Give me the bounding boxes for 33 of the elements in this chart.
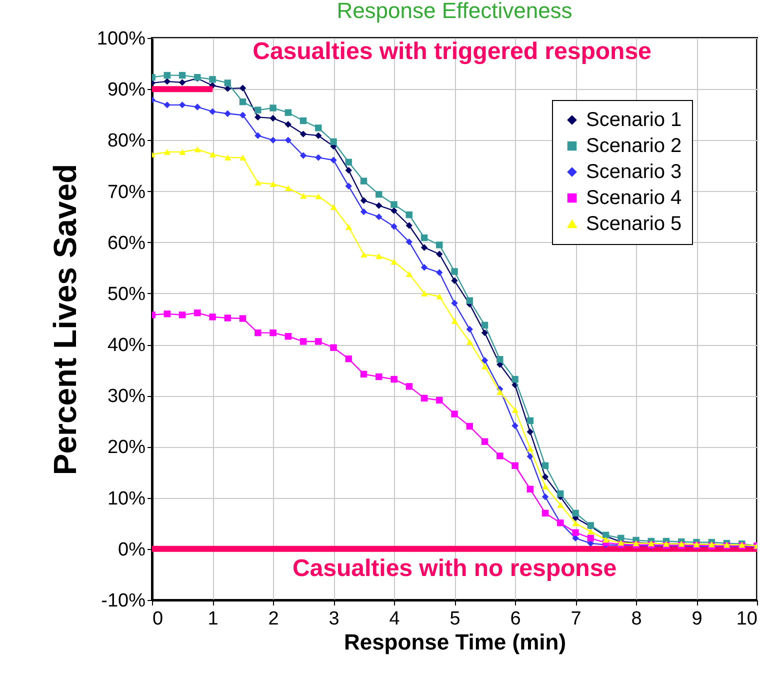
x-tick-label: 9 [692,608,702,630]
x-tick-label: 3 [328,608,340,630]
y-tick-label: 90% [107,80,146,101]
x-tick-label: 4 [389,608,400,630]
x-axis-title: Response Time (min) [344,630,566,654]
x-tick-label: 7 [570,608,582,630]
y-axis-title: Percent Lives Saved [46,164,83,476]
y-tick-label: 0% [118,539,146,560]
annotation: Casualties with triggered response [252,38,652,65]
x-tick-label: 10 [736,608,758,630]
y-tick-label: 80% [107,130,146,152]
y-tick-label: 50% [107,284,146,305]
legend-label: Scenario 4 [586,187,682,209]
y-tick-label: 70% [107,182,146,203]
x-tick-label: 8 [631,608,642,630]
legend-label: Scenario 1 [586,109,682,131]
y-tick-label: 40% [107,335,146,356]
legend-label: Scenario 5 [586,213,682,235]
legend-label: Scenario 3 [586,161,682,183]
legend-label: Scenario 2 [586,135,682,157]
y-tick-label: 20% [107,437,146,458]
chart-title: Response Effectiveness [336,0,572,23]
x-tick-label: 5 [450,608,460,630]
y-tick-label: -10% [101,590,146,612]
y-tick-label: 10% [107,488,146,510]
x-tick-label: 6 [510,608,521,630]
ref-line-label: Casualties with no response [292,554,617,582]
x-tick-label: 0 [152,608,164,630]
y-tick-label: 60% [107,232,146,254]
x-tick-label: 2 [268,608,279,630]
y-tick-label: 100% [96,28,146,50]
y-tick-label: 30% [107,386,146,408]
x-tick-label: 1 [208,608,218,630]
